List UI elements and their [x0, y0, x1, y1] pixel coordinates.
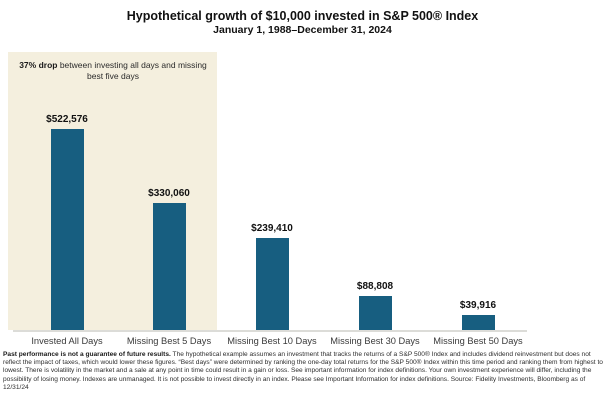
bar-0 — [50, 129, 84, 330]
chart-subtitle: January 1, 1988–December 31, 2024 — [213, 24, 392, 36]
bar-3 — [358, 296, 392, 330]
bar-value-label: $239,410 — [251, 223, 293, 234]
chart-title: Hypothetical growth of $10,000 invested … — [126, 9, 479, 23]
drop-annotation: 37% drop between investing all days and … — [14, 60, 212, 82]
bar-value-label: $39,916 — [459, 300, 497, 311]
bar-1 — [152, 203, 186, 330]
footnote-bold-lead: Past performance is not a guarantee of f… — [3, 351, 171, 358]
bar-category-label: Missing Best 30 Days — [330, 336, 420, 346]
bar-category-label: Missing Best 5 Days — [126, 336, 212, 346]
drop-annotation-bold: 37% drop — [19, 60, 58, 70]
bar-category-label: Missing Best 50 Days — [433, 336, 523, 346]
x-axis-line — [13, 330, 527, 332]
bar-category-label: Invested All Days — [31, 336, 103, 346]
bar-category-label: Missing Best 10 Days — [227, 336, 317, 346]
disclosure-footnote: Past performance is not a guarantee of f… — [3, 351, 603, 392]
bar-value-label: $522,576 — [46, 114, 88, 125]
bar-2 — [255, 238, 289, 330]
bar-value-label: $330,060 — [148, 188, 190, 199]
footnote-body: The hypothetical example assumes an inve… — [3, 351, 603, 391]
bar-4 — [461, 315, 495, 330]
bar-value-label: $88,808 — [356, 281, 394, 292]
drop-annotation-rest: between investing all days and missing b… — [57, 60, 207, 82]
